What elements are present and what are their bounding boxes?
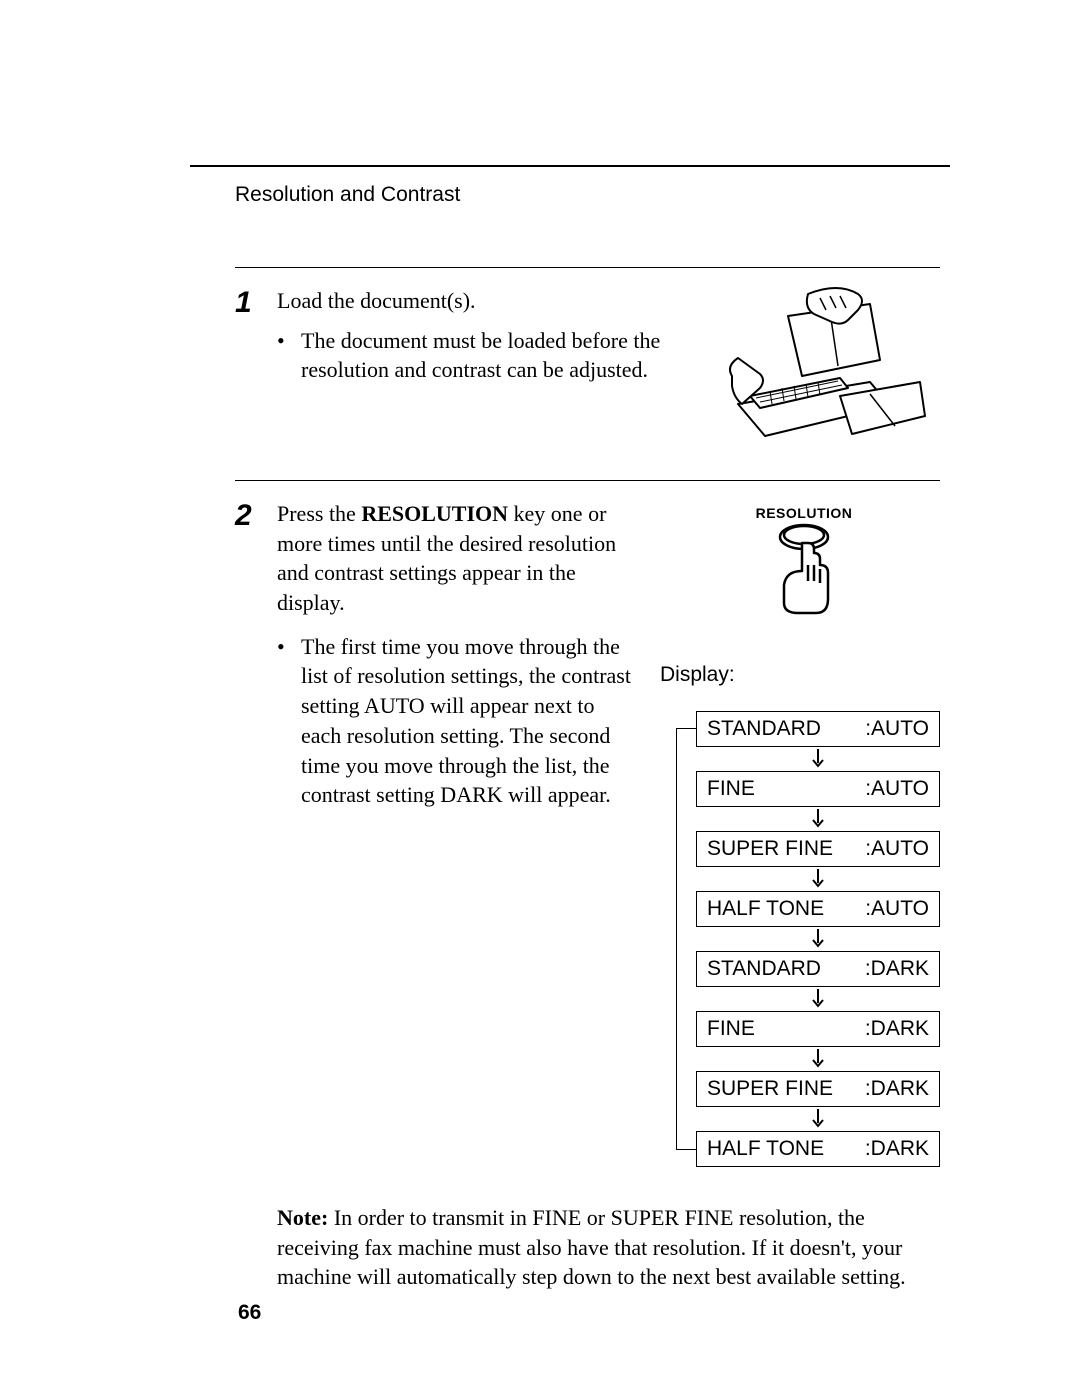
note-label: Note: xyxy=(277,1205,328,1230)
resolution-mode: HALF TONE xyxy=(707,897,865,921)
display-sequence: STANDARD :AUTO FINE :AUTO SUPER FINE :AU… xyxy=(668,711,940,1167)
step-2: 2 Press the RESOLUTION key one or more t… xyxy=(235,499,940,1167)
display-label: Display: xyxy=(660,663,735,687)
display-item: SUPER FINE :AUTO xyxy=(696,831,940,867)
note-paragraph: Note: In order to transmit in FINE or SU… xyxy=(235,1203,937,1292)
contrast-mode: :DARK xyxy=(865,1077,929,1101)
top-rule xyxy=(190,165,950,167)
step-body: Load the document(s). • The document mus… xyxy=(277,286,710,456)
display-item: FINE :AUTO xyxy=(696,771,940,807)
resolution-mode: SUPER FINE xyxy=(707,837,861,861)
contrast-mode: :DARK xyxy=(865,1137,929,1161)
contrast-mode: :DARK xyxy=(865,1017,929,1041)
bullet-row: • The first time you move through the li… xyxy=(277,632,640,810)
page-number: 66 xyxy=(238,1301,261,1325)
contrast-mode: :AUTO xyxy=(865,777,929,801)
bullet-icon: • xyxy=(277,632,301,810)
down-arrow-icon xyxy=(696,987,940,1011)
display-item: FINE :DARK xyxy=(696,1011,940,1047)
bullet-text: The first time you move through the list… xyxy=(301,632,640,810)
bullet-text: The document must be loaded before the r… xyxy=(301,326,666,385)
display-item: HALF TONE :DARK xyxy=(696,1131,940,1167)
contrast-mode: :DARK xyxy=(865,957,929,981)
resolution-mode: FINE xyxy=(707,777,865,801)
down-arrow-icon xyxy=(696,747,940,771)
note-text: In order to transmit in FINE or SUPER FI… xyxy=(277,1205,906,1289)
resolution-button-label: RESOLUTION xyxy=(756,505,853,521)
section-title: Resolution and Contrast xyxy=(235,183,940,207)
resolution-mode: FINE xyxy=(707,1017,865,1041)
down-arrow-icon xyxy=(696,1107,940,1131)
display-item: SUPER FINE :DARK xyxy=(696,1071,940,1107)
resolution-mode: STANDARD xyxy=(707,717,865,741)
bullet-row: • The document must be loaded before the… xyxy=(277,326,692,385)
text: Press the xyxy=(277,501,361,526)
contrast-mode: :AUTO xyxy=(865,897,929,921)
resolution-mode: STANDARD xyxy=(707,957,865,981)
fax-machine-icon xyxy=(720,286,930,456)
contrast-mode: :AUTO xyxy=(865,837,929,861)
fax-loading-illustration xyxy=(710,286,940,456)
down-arrow-icon xyxy=(696,927,940,951)
display-item: STANDARD :DARK xyxy=(696,951,940,987)
step-1: 1 Load the document(s). • The document m… xyxy=(235,286,940,456)
resolution-mode: SUPER FINE xyxy=(707,1077,861,1101)
step-number: 2 xyxy=(235,499,277,1167)
down-arrow-icon xyxy=(696,867,940,891)
divider xyxy=(235,267,940,268)
step-lead: Load the document(s). xyxy=(277,286,667,316)
key-name: RESOLUTION xyxy=(361,501,508,526)
divider xyxy=(235,480,940,481)
step-lead: Press the RESOLUTION key one or more tim… xyxy=(277,499,640,618)
step-2-figures: RESOLUTION Display: STANDARD :AUTO xyxy=(668,499,940,1167)
manual-page: Resolution and Contrast 1 Load the docum… xyxy=(0,0,1080,1397)
loop-connector xyxy=(676,728,697,1150)
display-item: STANDARD :AUTO xyxy=(696,711,940,747)
step-body: Press the RESOLUTION key one or more tim… xyxy=(277,499,658,1167)
contrast-mode: :AUTO xyxy=(865,717,929,741)
display-item: HALF TONE :AUTO xyxy=(696,891,940,927)
down-arrow-icon xyxy=(696,1047,940,1071)
press-button-icon xyxy=(764,521,844,617)
down-arrow-icon xyxy=(696,807,940,831)
bullet-icon: • xyxy=(277,326,301,385)
step-number: 1 xyxy=(235,286,277,456)
resolution-mode: HALF TONE xyxy=(707,1137,865,1161)
